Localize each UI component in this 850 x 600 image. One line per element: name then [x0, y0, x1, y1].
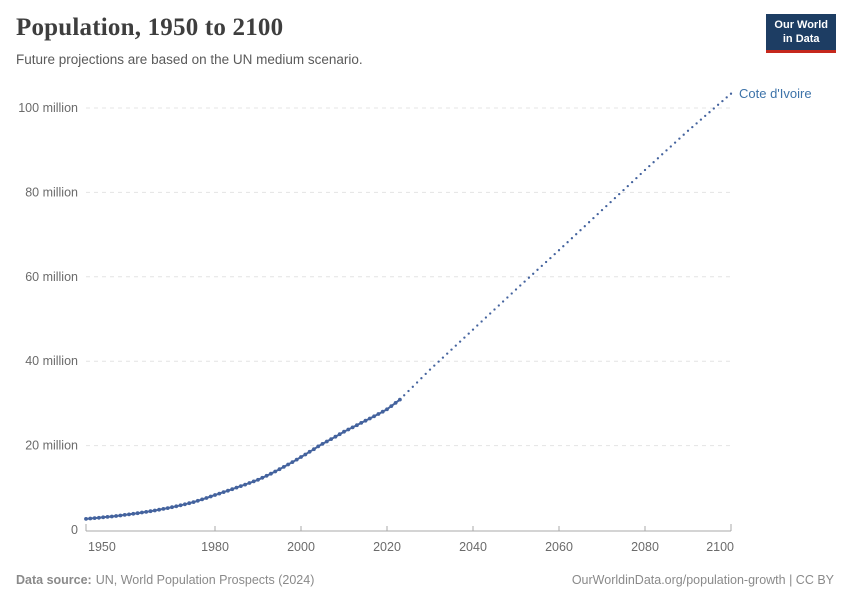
svg-text:2060: 2060 — [545, 540, 573, 554]
y-axis-labels: 0 20 million 40 million 60 million 80 millio… — [18, 101, 78, 537]
svg-text:20 million: 20 million — [25, 439, 78, 453]
svg-text:1950: 1950 — [88, 540, 116, 554]
series-line-cote-divoire[interactable] — [84, 92, 733, 521]
svg-text:40 million: 40 million — [25, 354, 78, 368]
chart-subtitle: Future projections are based on the UN m… — [16, 52, 363, 67]
x-axis-labels: 1950 1980 2000 2020 2040 2060 2080 2100 — [88, 540, 734, 554]
svg-text:2020: 2020 — [373, 540, 401, 554]
svg-text:2100: 2100 — [706, 540, 734, 554]
data-source-label: Data source: — [16, 573, 92, 587]
svg-text:100 million: 100 million — [18, 101, 78, 115]
owid-logo-line2: in Data — [782, 33, 820, 46]
entity-label[interactable]: Cote d'Ivoire — [739, 85, 812, 101]
svg-text:1980: 1980 — [201, 540, 229, 554]
chart-footer: Data source: UN, World Population Prospec… — [16, 573, 834, 587]
svg-text:2000: 2000 — [287, 540, 315, 554]
data-source-text: UN, World Population Prospects (2024) — [95, 573, 315, 587]
svg-text:0: 0 — [71, 523, 78, 537]
x-axis — [85, 524, 732, 532]
svg-text:2080: 2080 — [631, 540, 659, 554]
page-title: Population, 1950 to 2100 — [16, 14, 284, 41]
owid-link[interactable]: OurWorldinData.org/population-growth | C… — [571, 573, 834, 587]
svg-text:80 million: 80 million — [25, 185, 78, 199]
data-source: Data source: UN, World Population Prospec… — [16, 573, 314, 587]
svg-text:60 million: 60 million — [25, 270, 78, 284]
y-gridlines — [86, 107, 731, 447]
svg-text:2040: 2040 — [459, 540, 487, 554]
owid-logo[interactable]: Our World in Data — [766, 14, 836, 53]
owid-logo-line1: Our World — [774, 19, 828, 31]
